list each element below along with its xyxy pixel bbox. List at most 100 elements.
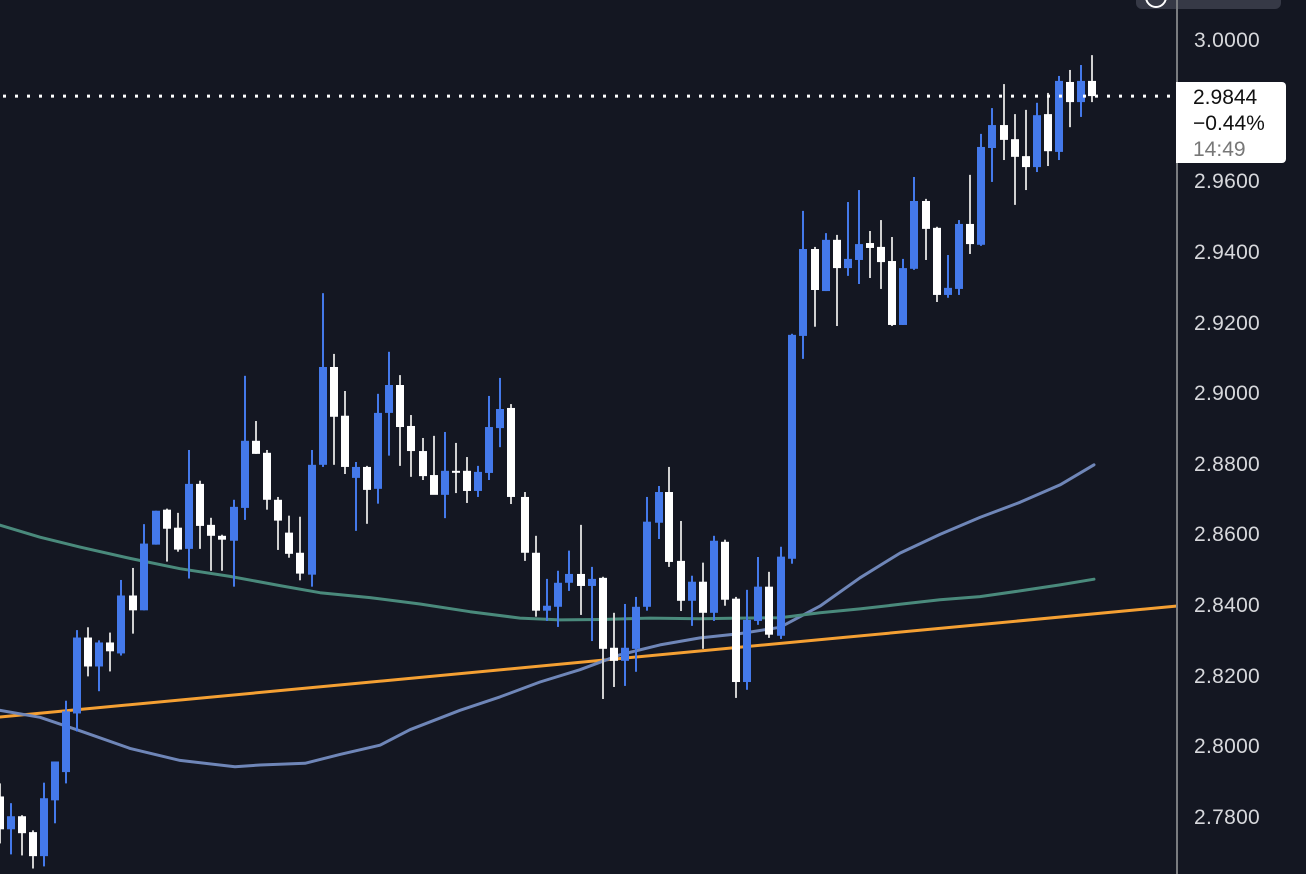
bullish-candle: [955, 220, 963, 295]
bullish-candle: [474, 465, 482, 497]
price-tick-label: 2.9000: [1194, 382, 1261, 406]
bullish-candle: [855, 190, 863, 284]
bullish-candle: [643, 496, 651, 611]
bearish-candle: [966, 174, 974, 254]
bar-countdown: 14:49: [1193, 138, 1246, 161]
bearish-candle: [721, 539, 729, 606]
bullish-candle: [844, 202, 852, 276]
price-axis[interactable]: 3.0000 2.9600 2.9400 2.9200 2.9000 2.8800 2.86…: [1178, 0, 1306, 874]
price-tick-label: 2.8200: [1194, 664, 1261, 688]
bearish-candle: [1000, 84, 1008, 161]
bullish-candle: [73, 630, 81, 732]
trendline-path: [0, 604, 1176, 719]
bearish-candle: [933, 226, 941, 303]
candles: [0, 55, 1096, 869]
price-tick-label: 2.9200: [1194, 311, 1261, 335]
bearish-candle: [106, 632, 114, 672]
bearish-candle: [84, 627, 92, 677]
bearish-candle: [163, 508, 171, 562]
bearish-candle: [610, 612, 618, 687]
bullish-candle: [374, 393, 382, 504]
last-price-label: 2.9844 −0.44% 14:49: [1176, 82, 1286, 163]
bullish-candle: [230, 499, 238, 587]
price-tick-label: 2.7800: [1194, 806, 1261, 829]
bearish-candle: [1022, 109, 1030, 191]
bullish-candle: [743, 589, 751, 690]
bearish-candle: [341, 391, 349, 475]
bullish-candle: [822, 233, 830, 292]
bullish-candle: [352, 461, 360, 531]
moving-average-line: [0, 463, 1096, 769]
bullish-candle: [710, 535, 718, 621]
bearish-candle: [463, 457, 471, 503]
bullish-candle: [152, 510, 160, 545]
bearish-candle: [174, 512, 182, 552]
price-axis-divider: [1176, 0, 1178, 874]
bearish-candle: [699, 562, 707, 649]
bullish-candle: [632, 596, 640, 672]
bearish-candle: [407, 415, 415, 477]
bearish-candle: [765, 571, 773, 638]
bearish-candle: [1044, 92, 1052, 167]
top-toolbar-button[interactable]: [1136, 0, 1281, 9]
bullish-candle: [588, 566, 596, 642]
price-tick-label: 2.8600: [1194, 523, 1261, 547]
price-tick-label: 3.0000: [1194, 29, 1261, 52]
bullish-candle: [799, 210, 807, 359]
bullish-candle: [441, 431, 449, 519]
price-tick-label: 2.9600: [1194, 170, 1261, 194]
bearish-candle: [833, 234, 841, 327]
bearish-candle: [218, 534, 226, 571]
bearish-candle: [521, 492, 529, 561]
bullish-candle: [655, 486, 663, 539]
bearish-candle: [129, 567, 137, 634]
bearish-candle: [507, 404, 515, 505]
price-tick-label: 2.8000: [1194, 735, 1261, 759]
bearish-candle: [363, 465, 371, 524]
bullish-candle: [51, 761, 59, 824]
bearish-candle: [811, 246, 819, 327]
bullish-candle: [62, 700, 70, 784]
bearish-candle: [274, 496, 282, 550]
bearish-candle: [196, 480, 204, 549]
bullish-candle: [117, 579, 125, 656]
bearish-candle: [396, 375, 404, 466]
bullish-candle: [788, 333, 796, 564]
bullish-candle: [621, 603, 629, 686]
bearish-candle: [296, 516, 304, 581]
bullish-candle: [1033, 102, 1041, 173]
bearish-candle: [922, 198, 930, 260]
bearish-candle: [665, 466, 673, 567]
bearish-candle: [532, 535, 540, 617]
bearish-candle: [1011, 114, 1019, 205]
bullish-candle: [554, 570, 562, 627]
bearish-candle: [888, 237, 896, 327]
bullish-candle: [185, 449, 193, 579]
bullish-candle: [241, 375, 249, 520]
bearish-candle: [452, 442, 460, 494]
bullish-candle: [899, 258, 907, 325]
bullish-candle: [910, 176, 918, 270]
bearish-candle: [577, 524, 585, 615]
last-price-value: 2.9844: [1193, 86, 1258, 109]
bullish-candle: [308, 449, 316, 587]
bearish-candle: [599, 576, 607, 699]
bearish-candle: [677, 520, 685, 612]
bullish-candle: [40, 782, 48, 867]
bullish-candle: [319, 293, 327, 467]
bearish-candle: [419, 437, 427, 481]
bearish-candle: [252, 421, 260, 454]
last-price-change: −0.44%: [1193, 112, 1265, 135]
bearish-candle: [0, 783, 4, 844]
bearish-candle: [877, 220, 885, 289]
bullish-candle: [565, 550, 573, 591]
chart-plot-area[interactable]: [0, 0, 1176, 874]
price-tick-label: 2.8400: [1194, 594, 1261, 618]
bullish-candle: [140, 524, 148, 611]
bearish-candle: [1066, 69, 1074, 128]
bullish-candle: [988, 108, 996, 182]
bearish-candle: [866, 231, 874, 278]
bearish-candle: [207, 517, 215, 571]
bearish-candle: [1088, 55, 1096, 103]
price-tick-label: 2.8800: [1194, 452, 1261, 476]
